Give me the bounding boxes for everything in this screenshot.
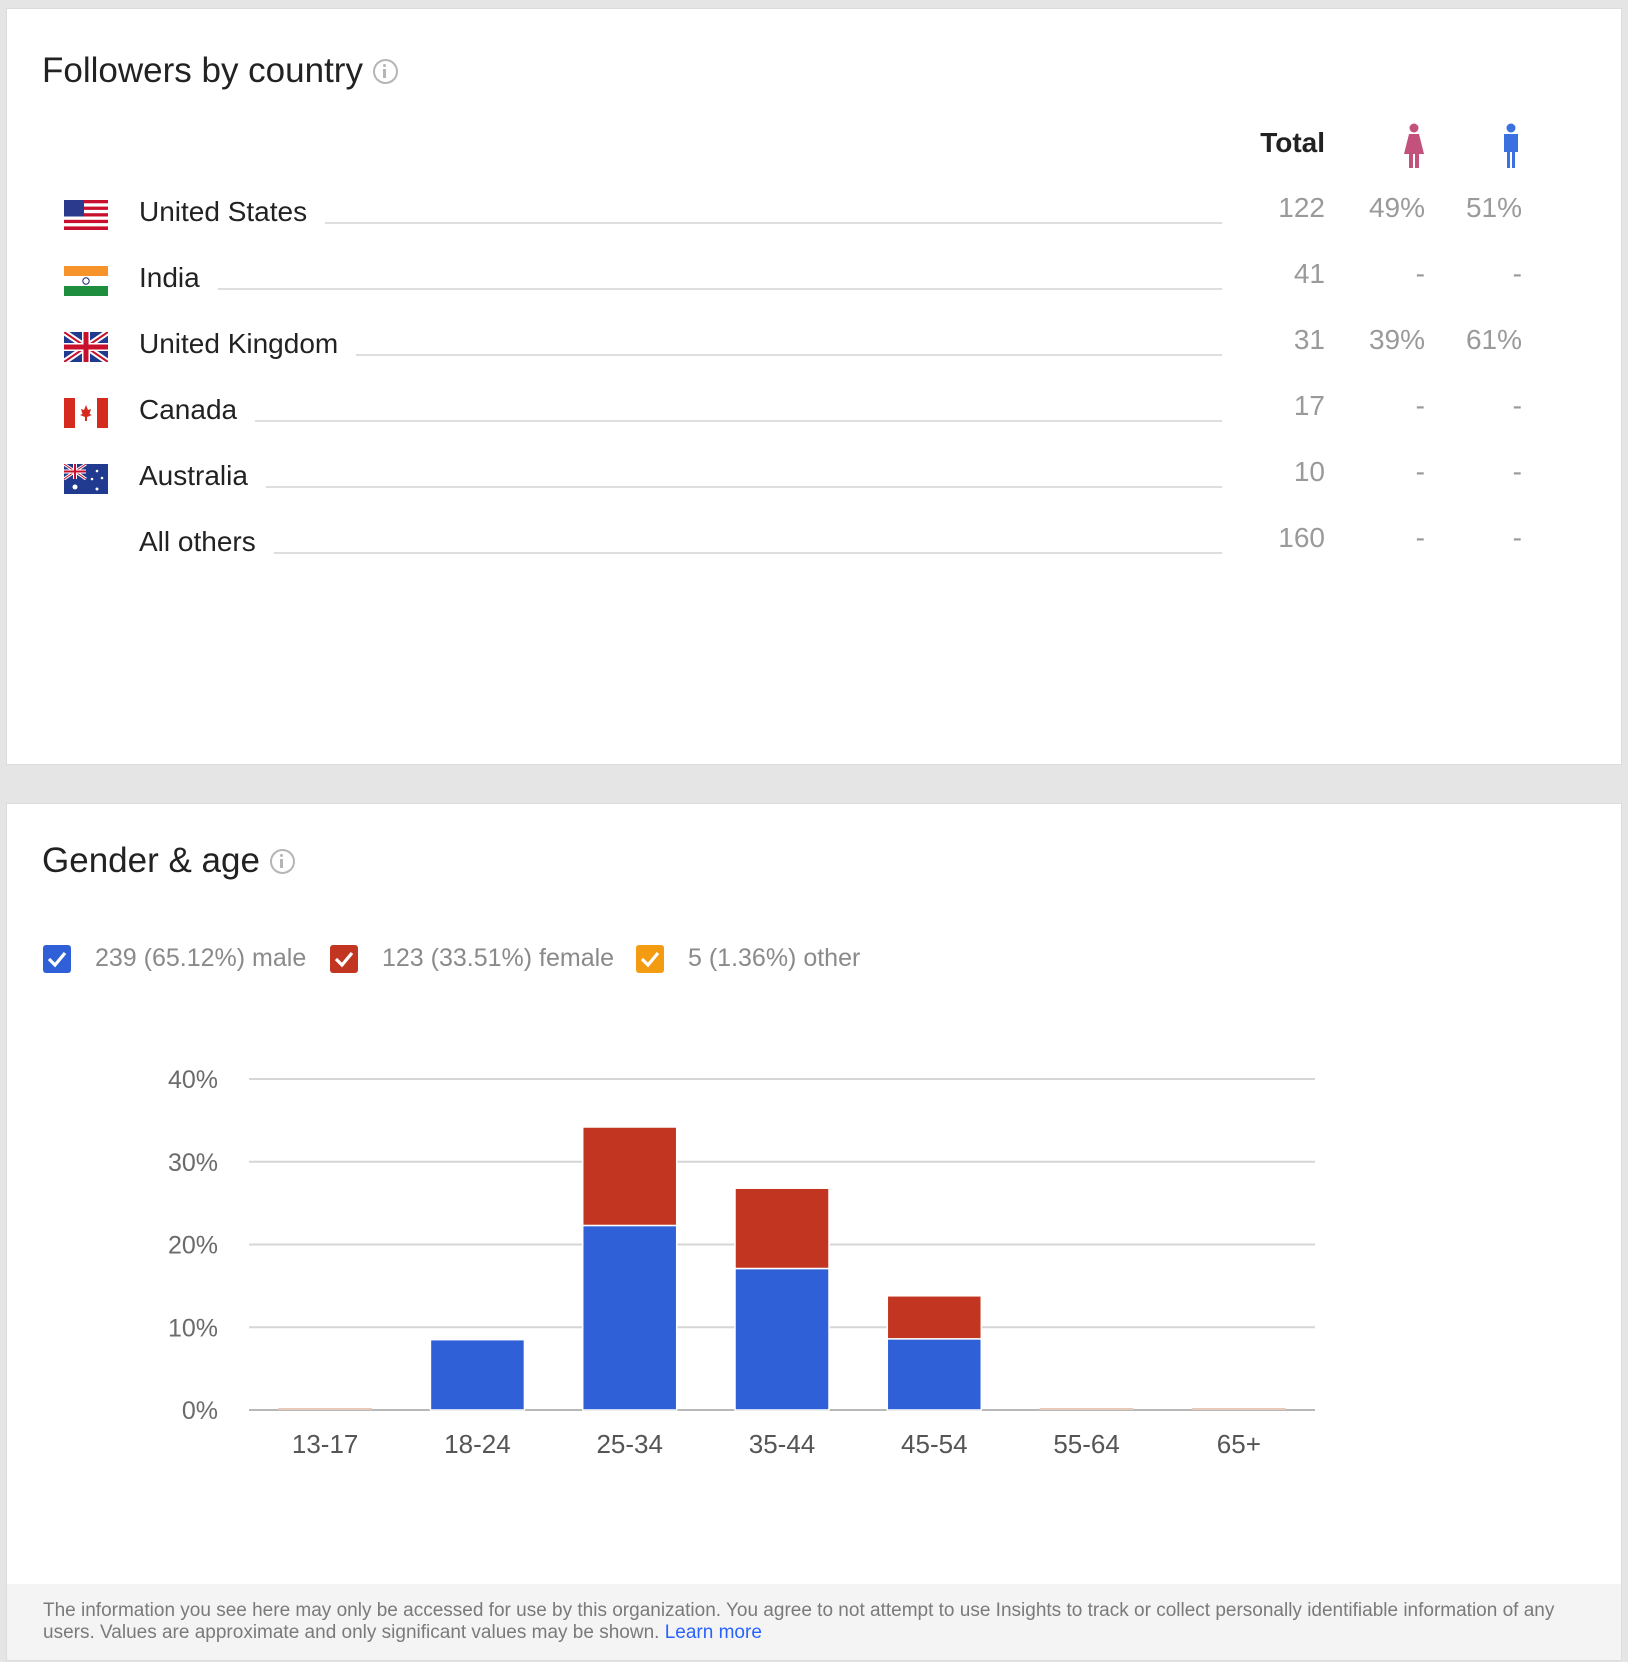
x-tick-label: 18-24 — [444, 1429, 511, 1459]
x-tick-label: 65+ — [1217, 1429, 1261, 1459]
total-value: 122 — [1278, 192, 1325, 223]
legend-item-male[interactable]: 239 (65.12%) male — [43, 944, 306, 973]
info-icon[interactable] — [269, 848, 295, 874]
bar-empty-65+ — [1191, 1408, 1286, 1410]
y-tick-label: 30% — [168, 1149, 218, 1177]
female-value: 49% — [1368, 192, 1425, 223]
female-checkbox[interactable] — [330, 944, 358, 973]
bar-male-18-24[interactable] — [429, 1338, 526, 1411]
country-name: Canada — [139, 394, 256, 426]
legend-label: 5 (1.36%) other — [688, 944, 861, 972]
footer-disclaimer: The information you see here may only be… — [7, 1584, 1621, 1660]
y-tick-label: 0% — [182, 1397, 218, 1425]
gender-age-card: Gender & age 239 (65.12%) male 123 (33.5… — [6, 803, 1622, 1661]
country-card-title: Followers by country — [42, 51, 398, 91]
country-card-title-text: Followers by country — [42, 51, 363, 90]
country-row-united-states: United States 122 49% 51% — [7, 192, 1623, 242]
legend-label: 123 (33.51%) female — [382, 944, 615, 972]
country-row-australia: Australia 10 - - — [7, 456, 1623, 506]
female-value: - — [1415, 390, 1425, 421]
y-tick-label: 20% — [168, 1232, 218, 1260]
legend-item-female[interactable]: 123 (33.51%) female — [330, 944, 614, 973]
total-value: 41 — [1293, 258, 1325, 289]
info-icon[interactable] — [372, 58, 398, 84]
uk-flag-icon — [64, 332, 108, 362]
legend-label: 239 (65.12%) male — [95, 944, 307, 972]
x-tick-label: 45-54 — [901, 1429, 968, 1459]
male-value: - — [1512, 456, 1522, 487]
checkmark-icon — [334, 951, 354, 967]
country-row-united-kingdom: United Kingdom 31 39% 61% — [7, 324, 1623, 374]
country-row-canada: Canada 17 - - — [7, 390, 1623, 440]
male-value: - — [1512, 522, 1522, 553]
total-column-header: Total — [1260, 127, 1325, 158]
total-value: 10 — [1293, 456, 1325, 487]
us-flag-icon — [64, 200, 108, 230]
canada-flag-icon — [64, 398, 108, 428]
gender-age-bar-chart: 0% 10% 20% 30% 40% 13-17 18-24 25-34 35-44 45-54 5… — [168, 1066, 1315, 1459]
country-name: India — [139, 262, 218, 294]
x-tick-label: 25-34 — [596, 1429, 663, 1459]
australia-flag-icon — [64, 464, 108, 494]
male-checkbox[interactable] — [43, 944, 71, 973]
learn-more-link[interactable]: Learn more — [664, 1622, 762, 1643]
country-row-all-others: All others 160 - - — [7, 522, 1623, 572]
male-value: 61% — [1465, 324, 1522, 355]
bar-female-25-34[interactable] — [581, 1126, 678, 1227]
checkmark-icon — [640, 951, 660, 967]
bar-male-45-54[interactable] — [886, 1338, 983, 1411]
bar-empty-55-64 — [1039, 1408, 1134, 1410]
y-tick-label: 40% — [168, 1066, 218, 1094]
legend-item-other[interactable]: 5 (1.36%) other — [636, 944, 860, 973]
male-value: 51% — [1465, 192, 1522, 223]
x-tick-label: 13-17 — [292, 1429, 359, 1459]
other-checkbox[interactable] — [636, 944, 664, 973]
female-value: - — [1415, 522, 1425, 553]
footer-text: The information you see here may only be… — [43, 1600, 1555, 1643]
india-flag-icon — [64, 266, 108, 296]
total-value: 160 — [1278, 522, 1325, 553]
followers-by-country-card: Followers by country Total United States… — [6, 8, 1622, 765]
x-tick-label: 55-64 — [1053, 1429, 1120, 1459]
country-row-india: India 41 - - — [7, 258, 1623, 308]
male-value: - — [1512, 390, 1522, 421]
bar-male-35-44[interactable] — [734, 1267, 830, 1411]
male-value: - — [1512, 258, 1522, 289]
female-value: - — [1415, 258, 1425, 289]
bar-empty-13-17 — [278, 1408, 373, 1410]
female-value: 39% — [1368, 324, 1425, 355]
country-name: All others — [139, 526, 274, 558]
country-name: Australia — [139, 460, 266, 492]
bar-female-45-54[interactable] — [886, 1295, 983, 1340]
gender-card-title: Gender & age — [42, 841, 295, 881]
bar-male-25-34[interactable] — [581, 1224, 678, 1411]
country-name: United States — [139, 196, 326, 228]
country-name: United Kingdom — [139, 328, 357, 360]
checkmark-icon — [47, 951, 67, 967]
x-tick-label: 35-44 — [749, 1429, 816, 1459]
total-value: 17 — [1293, 390, 1325, 421]
male-person-icon — [1504, 123, 1518, 168]
female-person-icon — [1404, 123, 1424, 168]
total-value: 31 — [1293, 324, 1325, 355]
female-value: - — [1415, 456, 1425, 487]
bar-female-35-44[interactable] — [734, 1187, 830, 1270]
gender-card-title-text: Gender & age — [42, 841, 260, 880]
y-tick-label: 10% — [168, 1314, 218, 1342]
